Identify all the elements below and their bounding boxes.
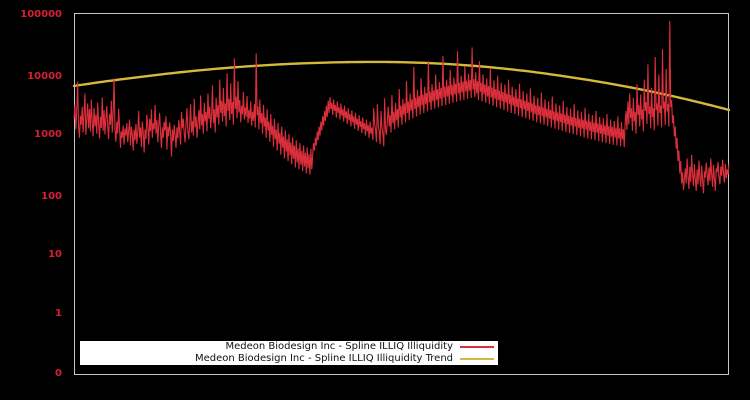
illiq-series-line: [73, 21, 730, 194]
y-tick-label: 1: [55, 308, 62, 319]
y-tick-label: 10000: [27, 71, 62, 82]
legend-item[interactable]: Medeon Biodesign Inc - Spline ILLIQ Illi…: [80, 353, 498, 365]
trend-line-group: [72, 60, 731, 112]
legend-label: Medeon Biodesign Inc - Spline ILLIQ Illi…: [194, 353, 453, 364]
chart-legend: Medeon Biodesign Inc - Spline ILLIQ Illi…: [80, 341, 498, 365]
y-tick-label: 100: [41, 191, 62, 202]
y-tick-label: 0: [55, 368, 62, 379]
y-tick-label: 100000: [20, 9, 62, 20]
legend-color-swatch: [460, 346, 494, 348]
plot-area: [74, 13, 729, 375]
y-tick-label: 1000: [34, 129, 62, 140]
legend-item[interactable]: Medeon Biodesign Inc - Spline ILLIQ Illi…: [80, 341, 498, 353]
illiq-series-group: [73, 21, 730, 194]
y-tick-label: 10: [48, 249, 62, 260]
trend-line: [72, 60, 731, 112]
legend-label: Medeon Biodesign Inc - Spline ILLIQ Illi…: [225, 341, 454, 352]
legend-color-swatch: [460, 358, 494, 360]
